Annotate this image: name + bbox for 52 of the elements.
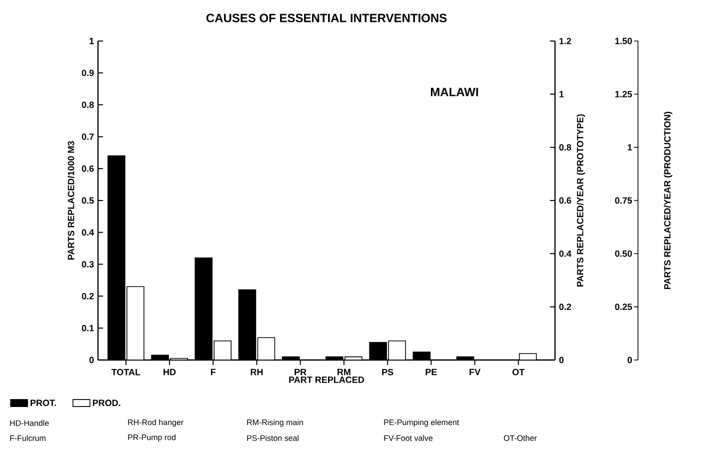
text: OT-Other (504, 435, 537, 441)
y-tick-label: 0.5 (82, 197, 94, 204)
y-tick-label: 0.4 (82, 229, 94, 236)
y-tick-label: 0.2 (82, 292, 94, 300)
y-tick-label: 0.7 (82, 134, 94, 140)
x-axis-title: PART REPLACED (289, 376, 364, 383)
legend-label: PROT. (30, 400, 56, 406)
y2-tick-label: 1.2 (559, 38, 572, 44)
x-tick-label: RM (338, 368, 350, 376)
y3-tick-label: 1 (628, 144, 632, 150)
x-tick-label: PE (426, 368, 437, 376)
x-tick-label: PS (382, 368, 394, 376)
text: PR-Pump rod (128, 434, 176, 442)
text: PE-Pumping element (384, 419, 460, 427)
y3-tick-label: 0.75 (615, 197, 632, 204)
x-tick-label: PR (294, 368, 306, 376)
y2-tick-label: 0.4 (559, 250, 572, 257)
chart-title: CAUSES OF ESSENTIAL INTERVENTIONS (206, 14, 447, 22)
annotation: MALAWI (430, 88, 478, 96)
y-tick-label: 0.9 (82, 70, 94, 76)
y3-tick-label: 0 (628, 356, 632, 364)
x-tick-label: FV (470, 368, 480, 376)
y2-tick-label: 0 (559, 356, 564, 364)
text: FV-Foot valve (384, 435, 433, 441)
y2-tick-label: 0.8 (559, 144, 572, 151)
y2-tick-label: 1 (559, 91, 564, 98)
y-tick-label: 0.1 (82, 324, 94, 332)
text: RH-Rod hanger (128, 419, 184, 427)
y2-tick-label: 0.6 (559, 197, 572, 204)
y3-tick-label: 1.50 (615, 38, 632, 44)
y3-axis-title: PARTS REPLACED/YEAR (PRODUCTION) (664, 112, 672, 290)
x-tick-label: OT (512, 368, 525, 376)
text: RM-Rising main (247, 419, 303, 427)
x-tick-label: HD (164, 368, 176, 376)
text: HD-Handle (10, 420, 49, 426)
x-tick-label: RH (250, 368, 263, 376)
legend-label: PROD. (92, 400, 120, 406)
y2-axis-title: PARTS REPLACED/YEAR (PROTOTYPE) (576, 114, 586, 286)
text: F-Fulcrum (10, 435, 46, 441)
y-tick-label: 1 (90, 38, 94, 44)
x-tick-label: TOTAL (111, 368, 140, 376)
y3-tick-label: 0.25 (615, 304, 632, 310)
y-tick-label: 0.8 (82, 102, 94, 108)
y-tick-label: 0 (89, 356, 94, 364)
text: PS-Piston seal (247, 435, 298, 441)
y2-tick-label: 0.2 (559, 304, 572, 310)
y-axis-title: PARTS REPLACED/1000 M3 (68, 141, 74, 260)
x-tick-label: F (210, 368, 216, 376)
y-tick-label: 0.3 (82, 261, 94, 268)
y3-tick-label: 0.50 (615, 250, 632, 257)
y-tick-label: 0.6 (82, 165, 94, 172)
y3-tick-label: 1.25 (615, 90, 632, 98)
